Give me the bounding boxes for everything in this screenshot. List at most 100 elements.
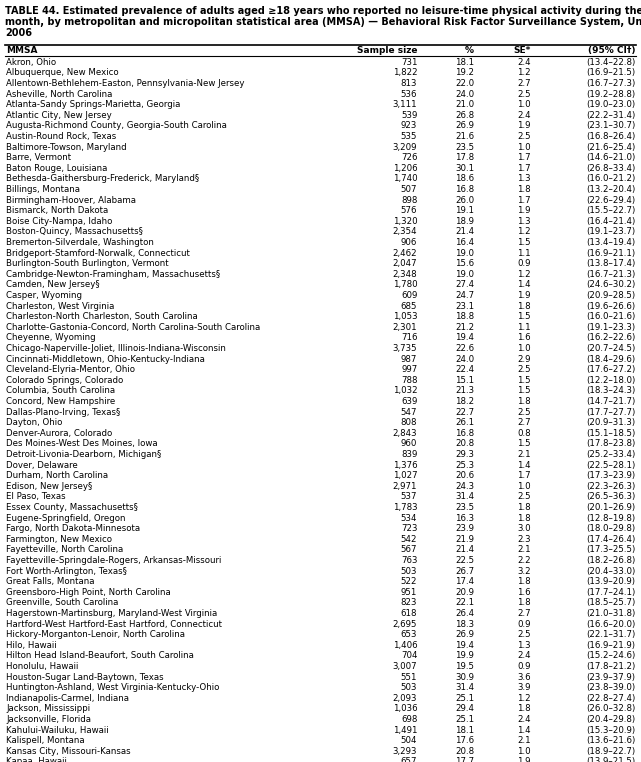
Text: 1.0: 1.0 — [517, 747, 531, 756]
Text: %: % — [465, 46, 474, 55]
Text: 17.4: 17.4 — [455, 577, 474, 586]
Text: (13.8–17.4): (13.8–17.4) — [586, 259, 635, 268]
Text: 17.8: 17.8 — [455, 153, 474, 162]
Text: Concord, New Hampshire: Concord, New Hampshire — [6, 397, 115, 406]
Text: 21.0: 21.0 — [455, 100, 474, 109]
Text: (13.6–21.6): (13.6–21.6) — [586, 736, 635, 745]
Text: Des Moines-West Des Moines, Iowa: Des Moines-West Des Moines, Iowa — [6, 440, 158, 448]
Text: (13.9–20.9): (13.9–20.9) — [586, 577, 635, 586]
Text: 19.4: 19.4 — [455, 641, 474, 650]
Text: 576: 576 — [401, 207, 417, 215]
Text: 1,406: 1,406 — [393, 641, 417, 650]
Text: (21.6–25.4): (21.6–25.4) — [586, 142, 635, 152]
Text: 808: 808 — [401, 418, 417, 427]
Text: Edison, New Jersey§: Edison, New Jersey§ — [6, 482, 92, 491]
Text: 0.9: 0.9 — [517, 620, 531, 629]
Text: (21.0–31.8): (21.0–31.8) — [586, 609, 635, 618]
Text: 17.7: 17.7 — [455, 757, 474, 762]
Text: 1.8: 1.8 — [517, 704, 531, 713]
Text: 1.2: 1.2 — [517, 693, 531, 703]
Text: 639: 639 — [401, 397, 417, 406]
Text: Charleston, West Virginia: Charleston, West Virginia — [6, 302, 114, 311]
Text: Hartford-West Hartford-East Hartford, Connecticut: Hartford-West Hartford-East Hartford, Co… — [6, 620, 222, 629]
Text: 2.5: 2.5 — [517, 408, 531, 417]
Text: Boston-Quincy, Massachusetts§: Boston-Quincy, Massachusetts§ — [6, 227, 143, 236]
Text: 29.4: 29.4 — [455, 704, 474, 713]
Text: 0.9: 0.9 — [517, 662, 531, 671]
Text: (18.3–24.3): (18.3–24.3) — [586, 386, 635, 395]
Text: 2.1: 2.1 — [517, 546, 531, 555]
Text: (17.8–21.2): (17.8–21.2) — [586, 662, 635, 671]
Text: 1.6: 1.6 — [517, 588, 531, 597]
Text: 2,462: 2,462 — [393, 248, 417, 258]
Text: Kahului-Wailuku, Hawaii: Kahului-Wailuku, Hawaii — [6, 725, 108, 735]
Text: Chicago-Naperville-Joliet, Illinois-Indiana-Wisconsin: Chicago-Naperville-Joliet, Illinois-Indi… — [6, 344, 226, 353]
Text: 2.1: 2.1 — [517, 450, 531, 459]
Text: 1.8: 1.8 — [517, 185, 531, 194]
Text: 1.5: 1.5 — [517, 312, 531, 322]
Text: 923: 923 — [401, 121, 417, 130]
Text: 2.4: 2.4 — [517, 110, 531, 120]
Text: (16.9–21.1): (16.9–21.1) — [586, 248, 635, 258]
Text: (17.7–27.7): (17.7–27.7) — [586, 408, 635, 417]
Text: 17.6: 17.6 — [455, 736, 474, 745]
Text: (16.6–20.0): (16.6–20.0) — [586, 620, 635, 629]
Text: 2,093: 2,093 — [393, 693, 417, 703]
Text: Atlanta-Sandy Springs-Marietta, Georgia: Atlanta-Sandy Springs-Marietta, Georgia — [6, 100, 180, 109]
Text: 551: 551 — [401, 673, 417, 681]
Text: Dallas-Plano-Irving, Texas§: Dallas-Plano-Irving, Texas§ — [6, 408, 121, 417]
Text: 19.0: 19.0 — [455, 248, 474, 258]
Text: Asheville, North Carolina: Asheville, North Carolina — [6, 90, 112, 98]
Text: 2006: 2006 — [5, 28, 32, 38]
Text: (19.6–26.6): (19.6–26.6) — [586, 302, 635, 311]
Text: 22.6: 22.6 — [455, 344, 474, 353]
Text: Durham, North Carolina: Durham, North Carolina — [6, 471, 108, 480]
Text: 1.9: 1.9 — [517, 207, 531, 215]
Text: 1.4: 1.4 — [517, 725, 531, 735]
Text: 788: 788 — [401, 376, 417, 385]
Text: 2.1: 2.1 — [517, 736, 531, 745]
Text: 2.4: 2.4 — [517, 58, 531, 67]
Text: 26.9: 26.9 — [455, 121, 474, 130]
Text: 2.5: 2.5 — [517, 630, 531, 639]
Text: Barre, Vermont: Barre, Vermont — [6, 153, 71, 162]
Text: 20.6: 20.6 — [455, 471, 474, 480]
Text: Hagerstown-Martinsburg, Maryland-West Virginia: Hagerstown-Martinsburg, Maryland-West Vi… — [6, 609, 217, 618]
Text: (18.2–26.8): (18.2–26.8) — [586, 556, 635, 565]
Text: 1.0: 1.0 — [517, 482, 531, 491]
Text: 997: 997 — [401, 365, 417, 374]
Text: 22.0: 22.0 — [455, 79, 474, 88]
Text: 21.4: 21.4 — [455, 546, 474, 555]
Text: 21.2: 21.2 — [455, 323, 474, 331]
Text: 22.4: 22.4 — [455, 365, 474, 374]
Text: 1.1: 1.1 — [517, 323, 531, 331]
Text: 1.4: 1.4 — [517, 280, 531, 290]
Text: 503: 503 — [401, 567, 417, 575]
Text: 657: 657 — [401, 757, 417, 762]
Text: 2.7: 2.7 — [517, 609, 531, 618]
Text: 2.9: 2.9 — [517, 354, 531, 363]
Text: TABLE 44. Estimated prevalence of adults aged ≥18 years who reported no leisure-: TABLE 44. Estimated prevalence of adults… — [5, 6, 641, 16]
Text: (26.5–36.3): (26.5–36.3) — [586, 492, 635, 501]
Text: Camden, New Jersey§: Camden, New Jersey§ — [6, 280, 99, 290]
Text: Boise City-Nampa, Idaho: Boise City-Nampa, Idaho — [6, 217, 112, 226]
Text: 3,007: 3,007 — [393, 662, 417, 671]
Text: Houston-Sugar Land-Baytown, Texas: Houston-Sugar Land-Baytown, Texas — [6, 673, 163, 681]
Text: 723: 723 — [401, 524, 417, 533]
Text: MMSA: MMSA — [6, 46, 38, 55]
Text: 653: 653 — [401, 630, 417, 639]
Text: (14.6–21.0): (14.6–21.0) — [586, 153, 635, 162]
Text: 24.3: 24.3 — [455, 482, 474, 491]
Text: El Paso, Texas: El Paso, Texas — [6, 492, 65, 501]
Text: 1.7: 1.7 — [517, 164, 531, 173]
Text: 19.9: 19.9 — [455, 652, 474, 661]
Text: 1.1: 1.1 — [517, 248, 531, 258]
Text: (26.8–33.4): (26.8–33.4) — [586, 164, 635, 173]
Text: 1.6: 1.6 — [517, 334, 531, 342]
Text: Cleveland-Elyria-Mentor, Ohio: Cleveland-Elyria-Mentor, Ohio — [6, 365, 135, 374]
Text: 698: 698 — [401, 715, 417, 724]
Text: Bethesda-Gaithersburg-Frederick, Maryland§: Bethesda-Gaithersburg-Frederick, Marylan… — [6, 174, 199, 184]
Text: (17.7–24.1): (17.7–24.1) — [586, 588, 635, 597]
Text: 1.0: 1.0 — [517, 344, 531, 353]
Text: 1.8: 1.8 — [517, 397, 531, 406]
